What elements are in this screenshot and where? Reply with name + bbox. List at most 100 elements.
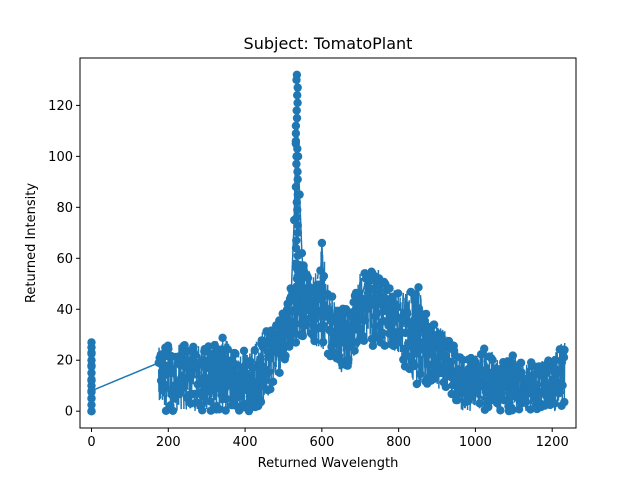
x-tick-label: 0: [87, 435, 95, 450]
cloud-point: [421, 309, 431, 319]
data-point: [210, 376, 219, 385]
cloud-point: [218, 333, 227, 342]
cloud-point: [521, 397, 531, 407]
cloud-point: [239, 346, 249, 355]
y-tick-label: 120: [48, 99, 73, 114]
data-point: [175, 376, 184, 385]
peak-point: [291, 129, 301, 138]
origin-point: [87, 394, 96, 403]
cloud-point: [215, 345, 224, 354]
x-tick-label: 1200: [536, 435, 569, 450]
cloud-point: [291, 338, 301, 347]
cloud-point: [530, 370, 539, 379]
cloud-point: [412, 349, 421, 358]
cloud-point: [411, 290, 420, 299]
cloud-point: [215, 405, 224, 414]
cloud-point: [516, 358, 526, 367]
peak-point: [291, 289, 301, 299]
cloud-point: [380, 341, 389, 350]
cloud-point: [177, 383, 186, 393]
cloud-point: [351, 288, 361, 298]
cloud-point: [384, 321, 393, 330]
data-point: [525, 386, 534, 395]
peak-point: [293, 144, 302, 153]
chart-title: Subject: TomatoPlant: [244, 34, 413, 53]
origin-point: [87, 407, 96, 416]
cloud-point: [508, 406, 517, 415]
cloud-point: [428, 360, 438, 370]
cloud-point: [558, 381, 567, 390]
peak-point: [293, 266, 303, 276]
y-tick-label: 100: [48, 150, 73, 165]
data-point: [240, 368, 250, 378]
cloud-point: [441, 382, 450, 392]
cloud-point: [327, 292, 337, 301]
data-point: [348, 322, 357, 332]
cloud-point: [202, 356, 212, 366]
data-point: [406, 320, 415, 329]
y-tick-label: 20: [56, 354, 73, 369]
cloud-point: [480, 344, 489, 353]
data-point: [482, 384, 492, 393]
cloud-point: [499, 396, 509, 405]
cloud-point: [231, 349, 240, 358]
cloud-point: [486, 396, 495, 405]
cloud-point: [227, 367, 236, 377]
data-point: [323, 305, 332, 314]
data-point: [382, 305, 392, 314]
cloud-point: [410, 361, 419, 371]
peak-point: [291, 182, 301, 192]
peak-point: [292, 297, 301, 306]
y-tick-label: 80: [56, 201, 73, 216]
cloud-point: [425, 349, 435, 358]
data-point: [187, 371, 196, 380]
peak-point: [292, 282, 301, 291]
data-point: [471, 381, 480, 390]
data-point: [271, 330, 280, 339]
cloud-point: [350, 346, 359, 355]
axes-frame: [79, 57, 577, 429]
cloud-point: [501, 371, 511, 380]
cloud-point: [303, 273, 313, 283]
x-tick-label: 400: [233, 435, 258, 450]
x-axis-title: Returned Wavelength: [258, 456, 399, 471]
cloud-point: [318, 321, 327, 330]
cloud-point: [201, 364, 211, 373]
cloud-point: [302, 320, 311, 330]
peak-point: [291, 136, 301, 146]
data-point: [267, 340, 277, 350]
origin-point: [87, 400, 96, 409]
data-point: [256, 356, 265, 365]
cloud-point: [402, 309, 412, 319]
data-marks: [87, 70, 569, 416]
cloud-point: [420, 342, 429, 352]
data-point: [329, 315, 338, 324]
cloud-point: [311, 314, 320, 324]
cloud-point: [343, 361, 352, 370]
cloud-point: [429, 320, 439, 329]
peak-point: [292, 198, 301, 207]
origin-point: [87, 356, 96, 365]
data-point: [164, 368, 173, 378]
cloud-point: [344, 355, 353, 364]
peak-point: [292, 106, 301, 115]
cloud-point: [298, 331, 307, 341]
x-tick-label: 200: [156, 435, 181, 450]
cloud-point: [413, 335, 422, 345]
cloud-point: [289, 318, 298, 328]
peak-point: [292, 274, 302, 283]
cloud-point: [319, 271, 329, 281]
cloud-point: [299, 261, 308, 270]
cloud-point: [356, 324, 365, 333]
cloud-point: [308, 307, 318, 316]
cloud-point: [431, 354, 440, 363]
cloud-point: [260, 376, 269, 385]
cloud-point: [447, 389, 456, 399]
origin-point: [87, 387, 96, 397]
data-point: [452, 376, 461, 385]
data-point: [275, 322, 284, 332]
y-axis-title: Returned Intensity: [24, 183, 39, 303]
cloud-point: [221, 406, 230, 415]
data-point: [361, 274, 371, 283]
